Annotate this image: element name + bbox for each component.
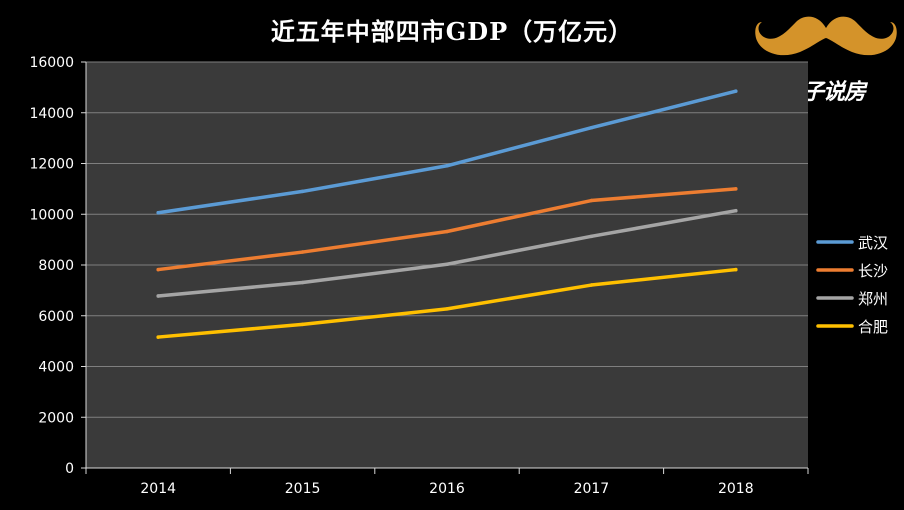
y-tick-label: 10000 — [29, 207, 74, 223]
x-tick-label: 2016 — [429, 481, 465, 497]
data-point — [156, 210, 160, 215]
series-layer — [156, 89, 738, 339]
data-point — [300, 322, 305, 327]
x-tick-label: 2014 — [140, 481, 176, 497]
y-tick-label: 12000 — [29, 157, 74, 173]
data-point — [300, 189, 305, 194]
axis-layer: 0 2000 4000 6000 8000 10000 12000 14000 16000 201… — [29, 55, 809, 497]
y-tick-label: 8000 — [38, 258, 74, 274]
data-point — [300, 280, 305, 285]
y-tick-label: 6000 — [38, 309, 74, 325]
data-point — [156, 294, 160, 298]
data-point — [734, 89, 738, 93]
y-tick-label: 14000 — [29, 106, 74, 122]
data-point — [589, 125, 594, 130]
legend-label: 长沙 — [858, 262, 888, 280]
mustache-icon — [755, 16, 897, 56]
y-tick-label: 16000 — [29, 55, 74, 71]
data-point — [734, 267, 738, 272]
data-point — [156, 267, 160, 272]
data-point — [589, 234, 594, 239]
data-point — [445, 307, 449, 311]
y-tick-label: 0 — [65, 461, 74, 477]
x-tick-label: 2018 — [718, 481, 754, 497]
y-tick-label: 4000 — [38, 360, 74, 376]
data-point — [445, 164, 449, 168]
legend-label: 武汉 — [858, 234, 888, 252]
data-point — [156, 335, 160, 339]
data-point — [589, 283, 594, 287]
legend-label: 郑州 — [858, 290, 888, 308]
x-tick-label: 2015 — [285, 481, 321, 497]
data-point — [445, 262, 449, 266]
data-point — [734, 208, 738, 213]
data-point — [589, 198, 594, 203]
data-point — [734, 187, 738, 191]
data-point — [445, 229, 449, 234]
y-tick-label: 2000 — [38, 410, 74, 426]
data-point — [300, 250, 305, 254]
legend-label: 合肥 — [858, 318, 888, 336]
chart-title: 近五年中部四市GDP（万亿元） — [270, 17, 634, 46]
x-tick-label: 2017 — [574, 481, 610, 497]
